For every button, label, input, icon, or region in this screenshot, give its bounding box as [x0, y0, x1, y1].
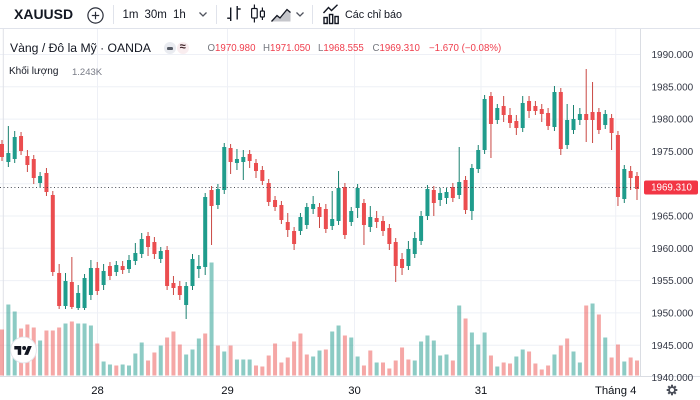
svg-text:1960.000: 1960.000 [652, 244, 694, 255]
svg-text:1975.000: 1975.000 [652, 147, 694, 158]
svg-text:1945.000: 1945.000 [652, 341, 694, 352]
svg-text:1985.000: 1985.000 [652, 82, 694, 93]
svg-text:31: 31 [475, 385, 488, 397]
svg-text:1980.000: 1980.000 [652, 115, 694, 126]
svg-text:1940.000: 1940.000 [652, 373, 694, 384]
svg-text:1969.310: 1969.310 [651, 183, 692, 194]
svg-text:29: 29 [221, 385, 234, 397]
svg-text:Tháng 4: Tháng 4 [595, 385, 636, 397]
svg-text:1965.000: 1965.000 [652, 212, 694, 223]
svg-text:1955.000: 1955.000 [652, 276, 694, 287]
svg-text:28: 28 [91, 385, 104, 397]
svg-text:1950.000: 1950.000 [652, 309, 694, 320]
svg-text:1990.000: 1990.000 [652, 50, 694, 61]
svg-text:30: 30 [348, 385, 361, 397]
